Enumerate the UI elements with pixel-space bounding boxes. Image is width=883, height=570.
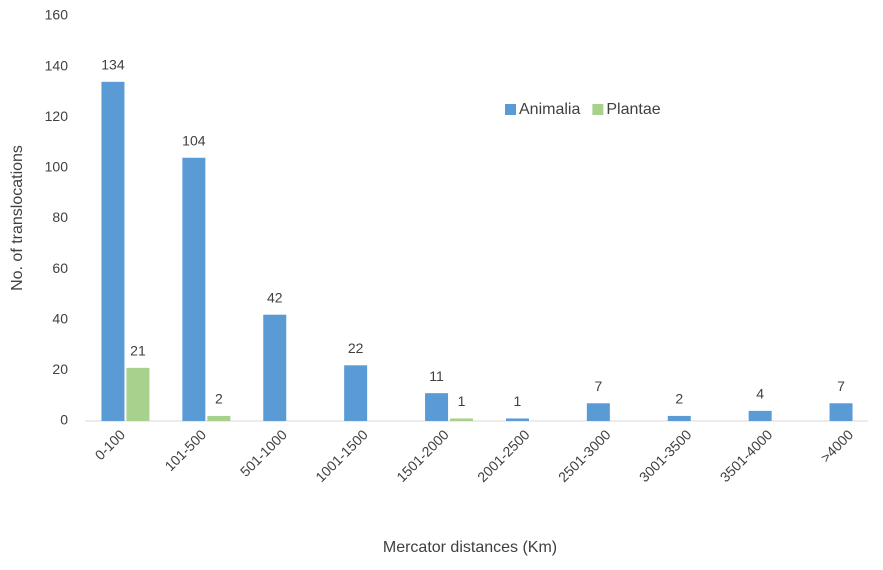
- data-label: 2: [215, 391, 223, 407]
- legend-swatch: [505, 104, 516, 115]
- data-label: 134: [101, 57, 125, 73]
- legend-text: Animalia: [519, 101, 580, 118]
- data-label: 7: [594, 378, 602, 394]
- x-axis-title: Mercator distances (Km): [383, 539, 557, 556]
- y-tick-label: 80: [52, 209, 68, 225]
- x-tick-label: 2001-2500: [474, 426, 533, 485]
- data-label: 22: [348, 340, 364, 356]
- x-tick-label: 3501-4000: [717, 426, 776, 485]
- y-axis-title: No. of translocations: [9, 145, 26, 291]
- bar: [263, 314, 287, 421]
- bar: [126, 367, 150, 421]
- data-label: 21: [130, 343, 146, 359]
- data-label: 104: [182, 132, 206, 148]
- data-label: 42: [267, 289, 283, 305]
- bar: [748, 410, 772, 421]
- y-tick-label: 100: [45, 159, 69, 175]
- y-tick-label: 40: [52, 310, 68, 326]
- data-label: 2: [675, 391, 683, 407]
- x-tick-label: 0-100: [92, 426, 129, 463]
- bar: [667, 415, 691, 421]
- x-tick-label: 1001-1500: [312, 426, 371, 485]
- bar: [450, 418, 474, 421]
- x-tick-label: 1501-2000: [393, 426, 452, 485]
- x-tick-label: >4000: [817, 426, 856, 465]
- bar: [586, 403, 610, 421]
- bar: [344, 365, 368, 421]
- legend-swatch: [592, 104, 604, 115]
- y-tick-label: 20: [52, 361, 68, 377]
- y-tick-label: 0: [60, 412, 68, 428]
- x-tick-label: 501-1000: [237, 426, 290, 479]
- x-tick-label: 2501-3000: [555, 426, 614, 485]
- y-tick-label: 160: [45, 7, 69, 23]
- bar: [829, 403, 853, 421]
- bar: [182, 157, 206, 421]
- bar: [207, 415, 231, 421]
- y-tick-label: 60: [52, 260, 68, 276]
- x-tick-label: 101-500: [161, 426, 209, 474]
- data-label: 1: [458, 393, 466, 409]
- data-label: 7: [837, 378, 845, 394]
- bar: [101, 81, 125, 421]
- y-tick-label: 120: [45, 108, 69, 124]
- legend-text: Plantae: [606, 101, 660, 118]
- x-tick-label: 3001-3500: [636, 426, 695, 485]
- bar: [425, 393, 449, 421]
- data-label: 11: [429, 368, 444, 384]
- y-tick-label: 140: [45, 57, 69, 73]
- bar: [505, 418, 529, 421]
- data-label: 1: [514, 393, 522, 409]
- data-label: 4: [756, 386, 764, 402]
